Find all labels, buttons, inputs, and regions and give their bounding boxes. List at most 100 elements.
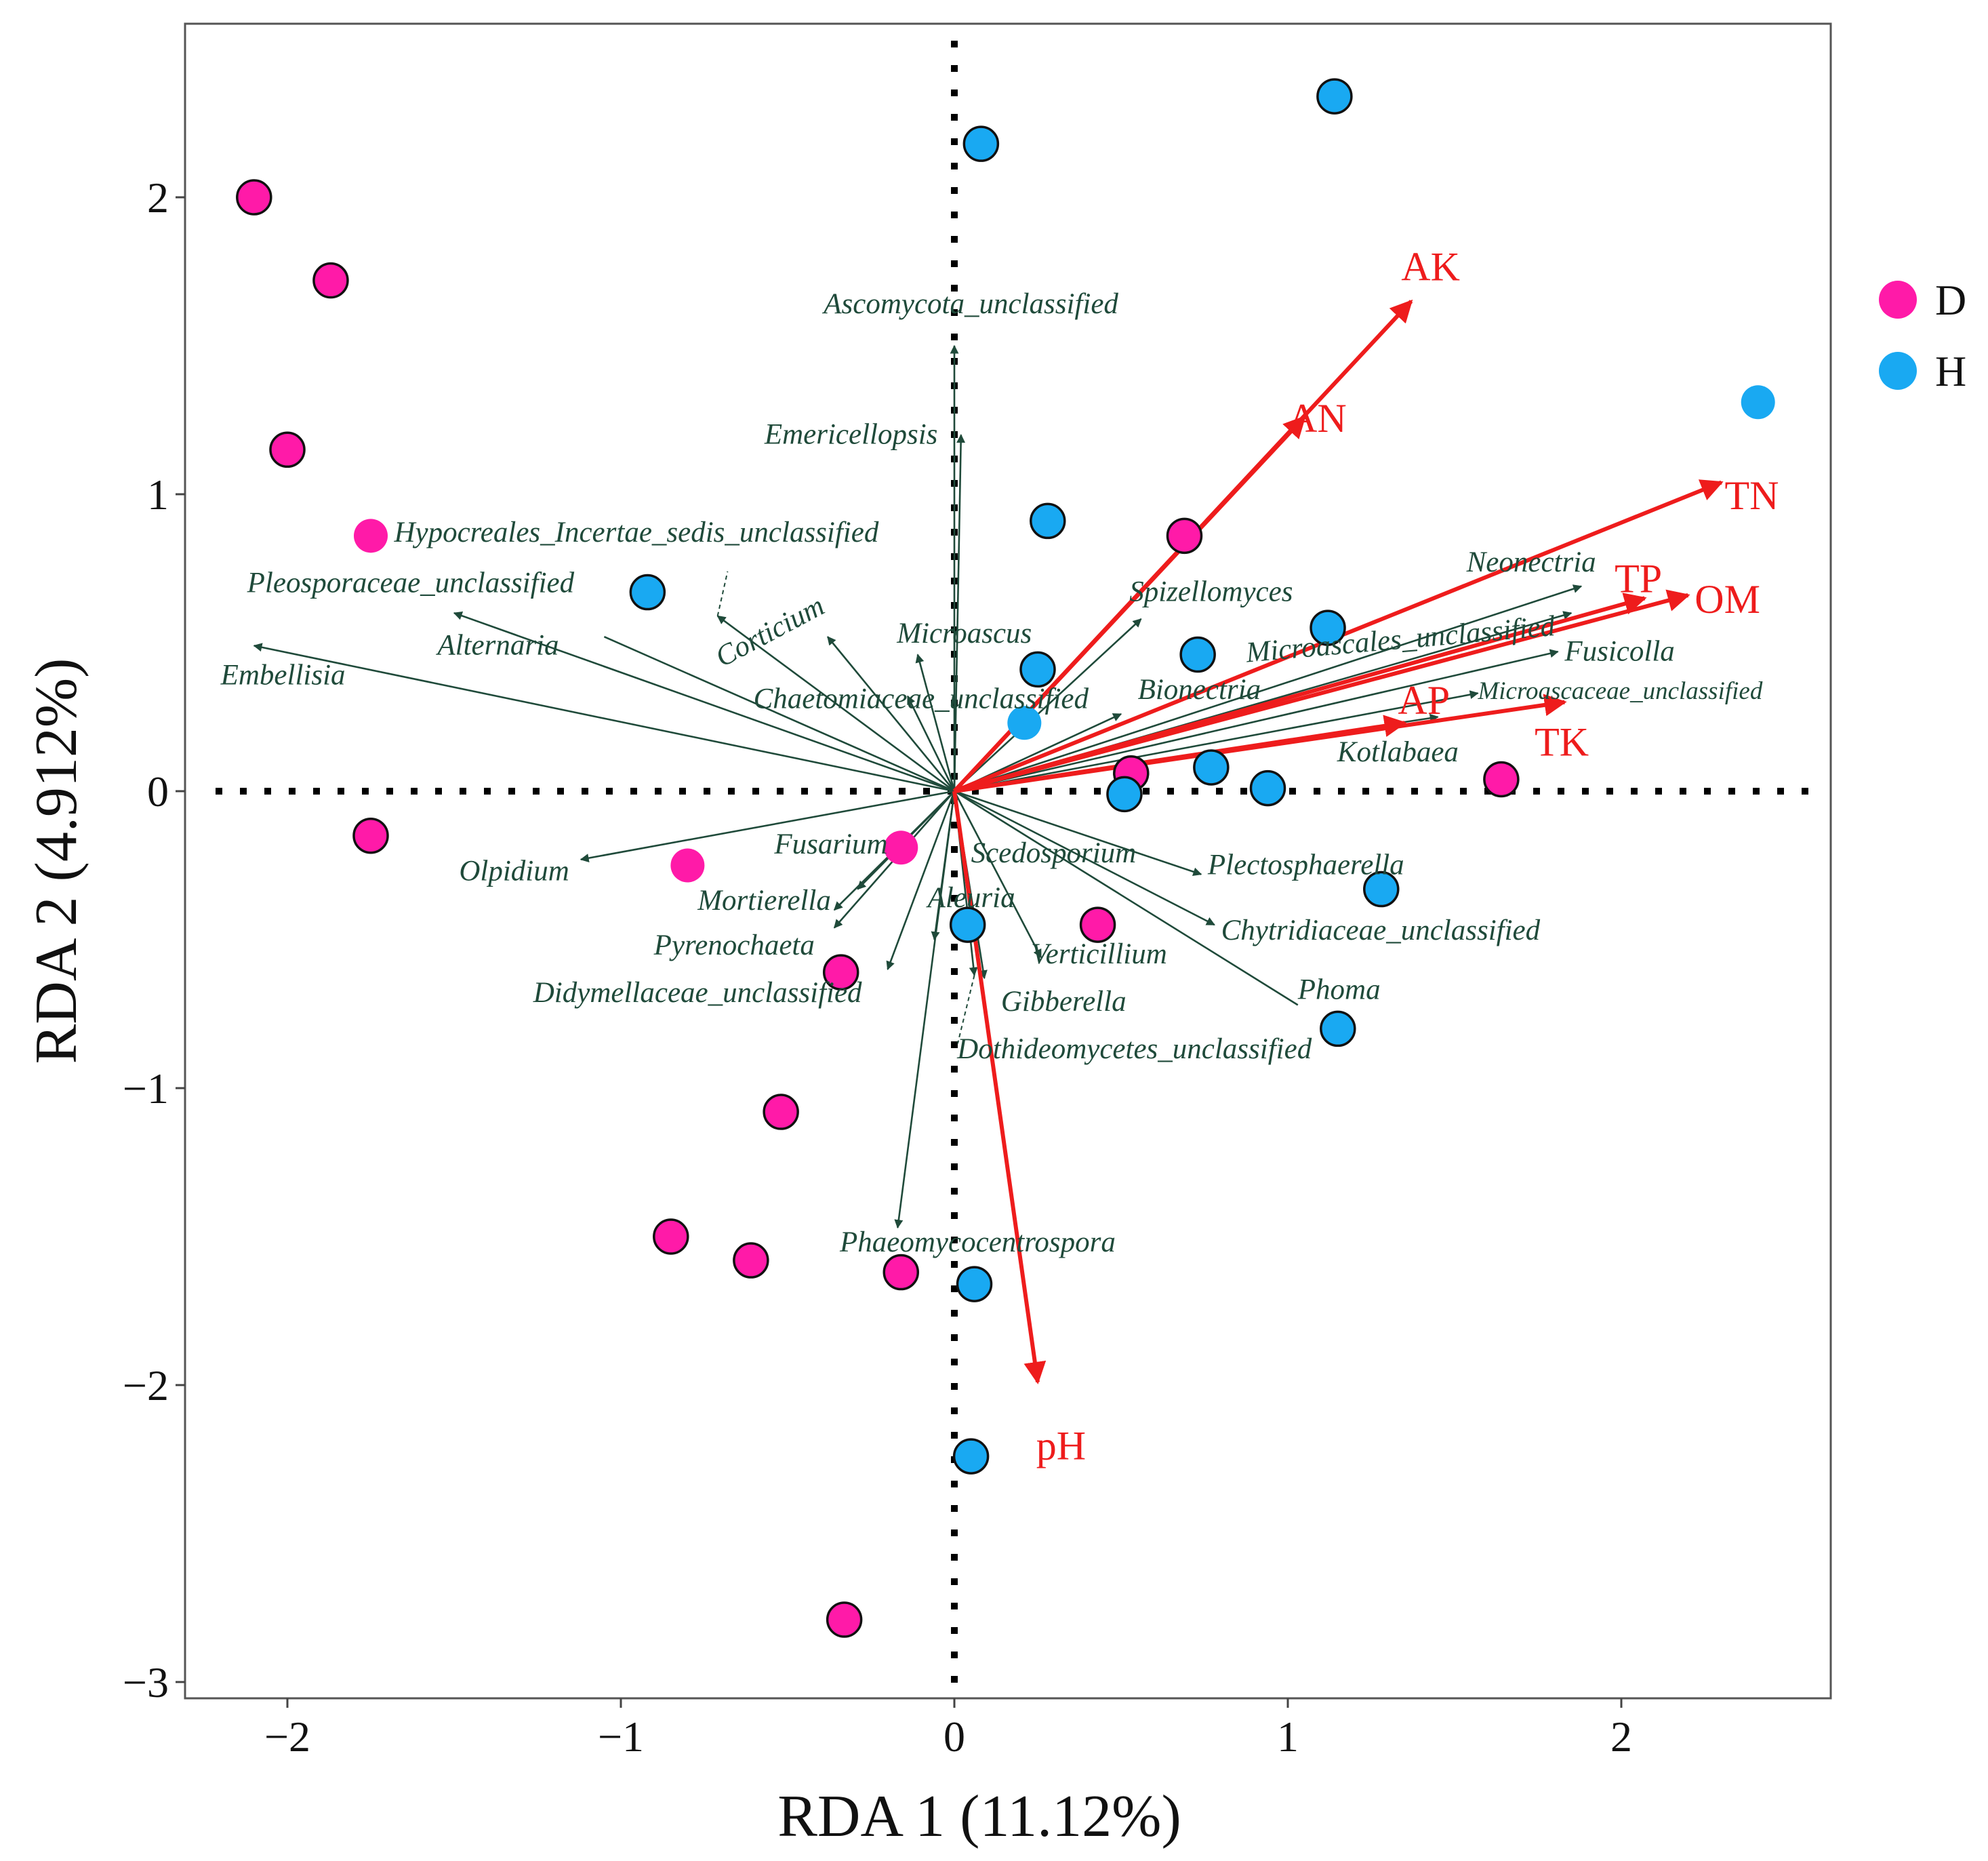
species-label: Verticillium	[1031, 938, 1167, 970]
sample-point-d	[312, 262, 349, 299]
species-vector-arrow	[954, 584, 1583, 793]
sample-point-d	[1166, 517, 1203, 555]
sample-point-h	[1741, 385, 1775, 420]
species-label: Bionectria	[1138, 674, 1261, 706]
sample-point-d	[236, 179, 272, 216]
species-vector-arrow	[894, 791, 956, 1229]
sample-point-h	[956, 1266, 993, 1302]
sample-point-h	[1179, 636, 1216, 673]
species-vector-arrow	[953, 434, 966, 792]
env-vector-arrow	[954, 589, 1690, 793]
species-label: Alternaria	[435, 630, 559, 662]
sample-point-d	[883, 1254, 920, 1291]
species-vector-arrow	[954, 790, 1299, 1006]
sample-point-d	[1483, 761, 1520, 798]
sample-point-h	[1193, 749, 1230, 786]
legend-key-d	[1879, 281, 1917, 319]
x-tick-label: −2	[264, 1713, 310, 1761]
species-vector-arrow	[954, 790, 1215, 926]
species-label: Didymellaceae_unclassified	[533, 977, 862, 1009]
species-label: Gibberella	[1001, 986, 1127, 1018]
sample-point-h	[949, 906, 986, 943]
species-label: Aleuria	[926, 882, 1015, 914]
sample-point-d	[884, 831, 918, 865]
sample-point-d	[269, 431, 306, 468]
sample-point-h	[952, 1438, 990, 1475]
x-tick-label: 0	[944, 1713, 965, 1761]
sample-point-d	[1079, 906, 1116, 943]
species-label: Chaetomiaceae_unclassified	[754, 683, 1089, 715]
label-leader-line	[716, 571, 729, 616]
species-vector-arrow	[716, 615, 955, 793]
sample-point-d	[826, 1601, 863, 1638]
sample-point-d	[733, 1242, 769, 1279]
sample-point-h	[1030, 502, 1066, 540]
species-label: Dothideomycetes_unclassified	[956, 1033, 1312, 1065]
sample-point-h	[1007, 706, 1042, 740]
species-label: Phaeomycocentrospora	[839, 1226, 1116, 1258]
zero-reference-lines	[216, 41, 1814, 1688]
x-axis-title: RDA 1 (11.12%)	[777, 1784, 1181, 1849]
species-vector-arrow	[954, 790, 1202, 877]
env-vector-label: TP	[1615, 557, 1662, 601]
species-vector-arrow	[915, 654, 956, 792]
species-vector-arrow	[906, 695, 956, 792]
env-vector-label: TK	[1535, 719, 1589, 764]
env-vector-arrow	[952, 791, 1047, 1384]
sample-point-d	[352, 817, 389, 854]
species-label: Phoma	[1297, 974, 1381, 1006]
species-label: Microascus	[896, 618, 1032, 649]
sample-point-d	[670, 848, 705, 883]
species-label: Neonectria	[1466, 546, 1596, 578]
legend-label: H	[1935, 347, 1966, 395]
species-label: Mortierella	[697, 885, 831, 917]
species-vector-arrow	[253, 643, 955, 793]
species-vector-arrow	[603, 636, 955, 793]
y-axis-title: RDA 2 (4.912%)	[24, 658, 89, 1064]
species-label: Pyrenochaeta	[653, 929, 815, 961]
species-label: Olpidium	[459, 855, 569, 887]
sample-point-h	[1320, 1010, 1356, 1047]
sample-point-d	[822, 954, 859, 990]
species-label: Ascomycota_unclassified	[821, 288, 1118, 320]
env-vector-label: AK	[1401, 245, 1460, 289]
species-label: Pleosporaceae_unclassified	[247, 567, 575, 599]
sample-point-h	[629, 574, 666, 611]
legend: DH	[1879, 276, 1966, 395]
species-vector-arrow	[954, 618, 1142, 792]
sample-point-d	[653, 1218, 689, 1255]
environmental-labels: AK AN TN TP OM AP TK pH	[1036, 245, 1779, 1468]
x-tick-label: −1	[598, 1713, 644, 1761]
y-tick-label: 1	[147, 471, 169, 519]
species-label: Fusicolla	[1564, 635, 1674, 667]
species-vector-arrow	[453, 612, 955, 793]
legend-key-h	[1879, 352, 1917, 390]
sample-point-h	[962, 125, 1000, 162]
sample-points	[236, 78, 1775, 1638]
env-vector-label: AP	[1398, 678, 1450, 723]
legend-label: D	[1935, 276, 1966, 324]
x-tick-label: 1	[1277, 1713, 1299, 1761]
y-tick-label: −3	[123, 1658, 169, 1706]
species-label: Fusarium	[773, 828, 887, 860]
y-tick-label: 2	[147, 174, 169, 222]
species-vector-arrow	[827, 636, 956, 792]
sample-point-h	[1310, 609, 1346, 646]
sample-point-d	[354, 519, 388, 553]
sample-point-d	[763, 1094, 799, 1130]
y-tick-label: −1	[123, 1064, 169, 1113]
env-vector-label: OM	[1695, 577, 1760, 622]
species-vector-arrow	[953, 791, 1042, 959]
env-vector-label: pH	[1036, 1424, 1086, 1468]
sample-point-h	[1019, 651, 1056, 688]
y-tick-label: −2	[123, 1361, 169, 1409]
species-label: Plectosphaerella	[1207, 849, 1404, 881]
species-label: Chytridiaceae_unclassified	[1221, 915, 1541, 946]
species-label: Kotlabaea	[1337, 736, 1459, 768]
sample-point-h	[1316, 78, 1353, 115]
y-tick-label: 0	[147, 767, 169, 816]
species-label: Emericellopsis	[764, 419, 938, 451]
sample-point-h	[1106, 776, 1143, 813]
plot-panel	[184, 22, 1832, 1700]
